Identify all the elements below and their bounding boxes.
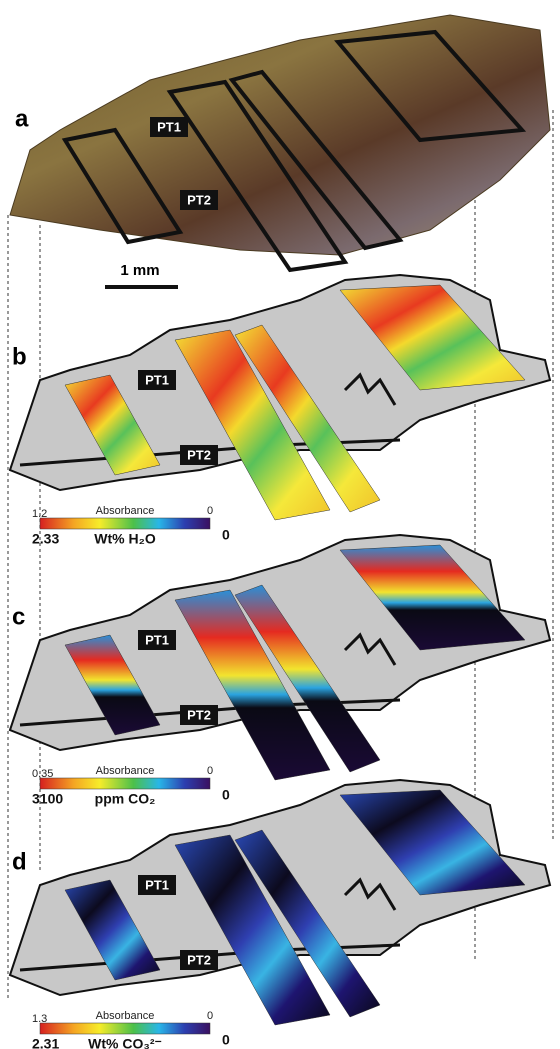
marker-label: PT1: [145, 632, 169, 647]
abs-min: 0: [207, 765, 213, 777]
conc-min: 0: [222, 787, 230, 803]
colorbar: [40, 518, 210, 529]
conc-max: 2.31: [32, 1036, 59, 1049]
conc-max: 2.33: [32, 531, 59, 547]
marker-label: PT1: [157, 119, 181, 134]
marker-label: PT2: [187, 447, 211, 462]
abs-max: 0.35: [32, 768, 53, 780]
abs-min: 0: [207, 505, 213, 517]
unit: ppm CO₂: [95, 791, 156, 807]
colorbar-title: Absorbance: [96, 505, 155, 517]
conc-min: 0: [222, 527, 230, 543]
conc-max: 3100: [32, 791, 63, 807]
panel: b PT1 PT2 Absorbance 1.2 0 2.33 Wt% H₂O 0: [10, 275, 550, 547]
colorbar: [40, 1023, 210, 1034]
panel-label: a: [15, 105, 29, 132]
marker-label: PT2: [187, 192, 211, 207]
marker-label: PT2: [187, 952, 211, 967]
unit: Wt% CO₃²⁻: [88, 1036, 162, 1049]
colorbar-title: Absorbance: [96, 765, 155, 777]
panel: c PT1 PT2 Absorbance 0.35 0 3100 ppm CO₂ 0: [10, 535, 550, 807]
conc-min: 0: [222, 1032, 230, 1048]
marker-label: PT1: [145, 372, 169, 387]
panel: d PT1 PT2 Absorbance 1.3 0 2.31 Wt% CO₃²⁻ 0: [10, 780, 550, 1049]
colorbar: [40, 778, 210, 789]
panel-label: b: [12, 343, 27, 370]
marker-label: PT1: [145, 877, 169, 892]
figure: a PT1 PT2 1 mm b PT1 PT2 Absorbance 1.2 0 2.33…: [0, 0, 560, 1049]
colorbar-title: Absorbance: [96, 1010, 155, 1022]
panel-label: d: [12, 848, 27, 875]
abs-max: 1.3: [32, 1013, 47, 1025]
marker-label: PT2: [187, 707, 211, 722]
scale-bar-label: 1 mm: [120, 262, 159, 279]
panel-a: a PT1 PT2 1 mm: [10, 15, 550, 287]
panel-label: c: [12, 603, 25, 630]
abs-max: 1.2: [32, 508, 47, 520]
unit: Wt% H₂O: [94, 531, 156, 547]
abs-min: 0: [207, 1010, 213, 1022]
